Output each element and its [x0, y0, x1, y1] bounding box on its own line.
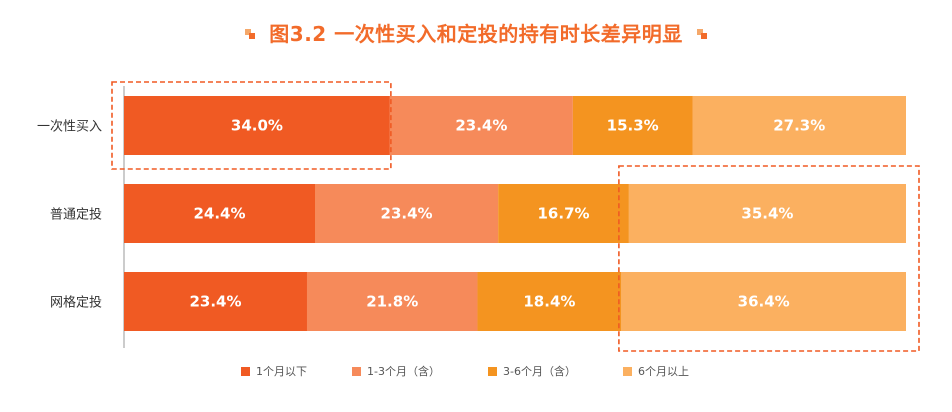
- category-label-3: 网格定投: [50, 295, 102, 311]
- bar-segment-2-1: [124, 184, 315, 243]
- bar-segment-1-2: [389, 96, 573, 155]
- bar-segment-3-2: [306, 272, 478, 331]
- data-label-1-4: 27.3%: [773, 117, 825, 135]
- data-label-3-1: 23.4%: [189, 293, 241, 311]
- category-label-1: 一次性买入: [37, 119, 102, 135]
- data-label-3-3: 18.4%: [523, 293, 575, 311]
- bar-segment-1-4: [692, 96, 906, 155]
- chart-legend: 1个月以下 1-3个月（含） 3-6个月（含） 6个月以上: [0, 363, 952, 379]
- title-right-decoration-icon: [696, 28, 707, 39]
- highlight-box-long-term: [618, 165, 920, 352]
- legend-item-4: 6个月以上: [623, 363, 689, 379]
- legend-swatch-1: [241, 366, 250, 376]
- data-label-2-3: 16.7%: [538, 205, 590, 223]
- chart-title: 图3.2 一次性买入和定投的持有时长差异明显: [0, 18, 952, 47]
- title-left-decoration-icon: [245, 28, 256, 39]
- bar-segment-1-1: [124, 96, 390, 155]
- bar-segment-2-2: [314, 184, 499, 243]
- legend-label-4: 6个月以上: [638, 365, 689, 378]
- bar-segment-3-3: [477, 272, 622, 331]
- category-label-2: 普通定投: [50, 207, 102, 223]
- bar-segment-2-4: [628, 184, 906, 243]
- legend-swatch-2: [352, 366, 361, 376]
- bar-segment-3-4: [621, 272, 906, 331]
- legend-label-2: 1-3个月（含）: [367, 365, 440, 378]
- data-label-1-2: 23.4%: [455, 117, 507, 135]
- data-label-2-1: 24.4%: [193, 205, 245, 223]
- legend-item-3: 3-6个月（含）: [488, 363, 576, 379]
- legend-label-3: 3-6个月（含）: [503, 365, 576, 378]
- bar-segment-3-1: [124, 272, 307, 331]
- data-label-1-3: 15.3%: [607, 117, 659, 135]
- data-label-3-2: 21.8%: [366, 293, 418, 311]
- legend-label-1: 1个月以下: [256, 365, 307, 378]
- data-label-2-4: 35.4%: [741, 205, 793, 223]
- bar-segment-2-3: [498, 184, 629, 243]
- data-label-1-1: 34.0%: [231, 117, 283, 135]
- highlight-box-short-term: [111, 81, 392, 170]
- legend-item-1: 1个月以下: [241, 363, 307, 379]
- legend-swatch-3: [488, 366, 497, 376]
- data-label-2-2: 23.4%: [381, 205, 433, 223]
- bar-segment-1-3: [572, 96, 693, 155]
- legend-swatch-4: [623, 366, 632, 376]
- data-label-3-4: 36.4%: [738, 293, 790, 311]
- legend-item-2: 1-3个月（含）: [352, 363, 440, 379]
- chart-title-text: 图3.2 一次性买入和定投的持有时长差异明显: [269, 22, 683, 46]
